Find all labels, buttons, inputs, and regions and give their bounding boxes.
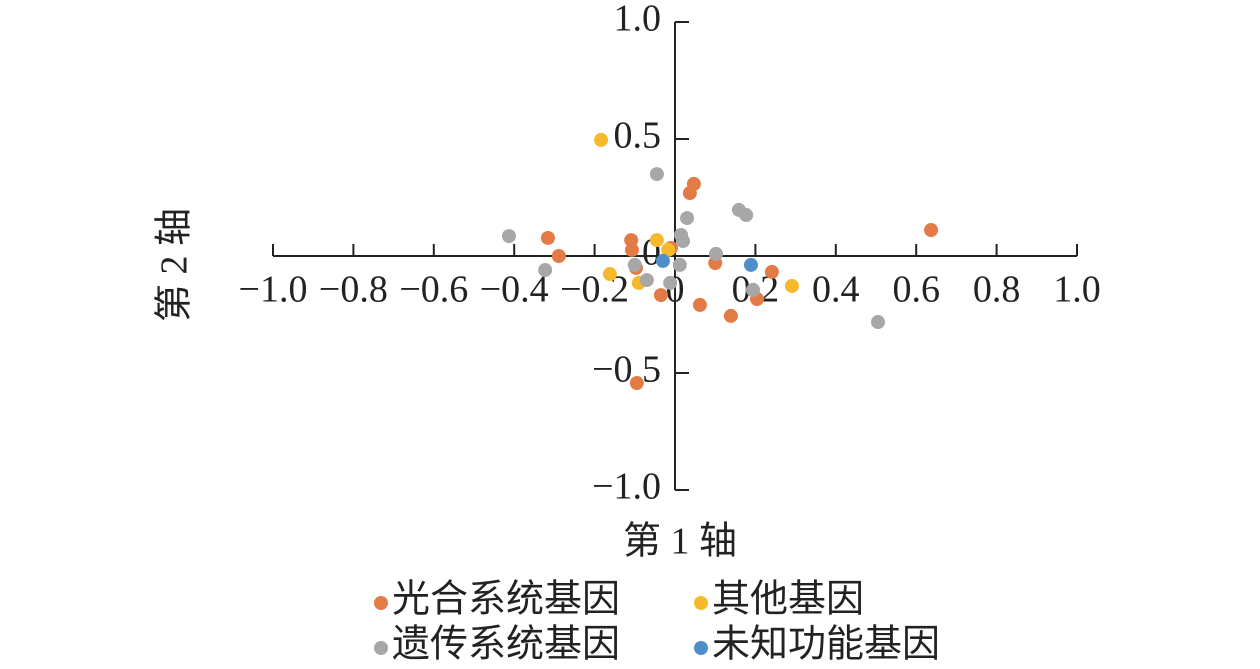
point [871,314,886,329]
point [686,176,701,191]
legend-label: 其他基因 [712,579,864,621]
point [743,257,758,272]
point [745,282,760,297]
x-tick-label: 0.4 [812,269,860,311]
legend-marker [694,641,708,655]
point [649,233,664,248]
legend-label: 光合系统基因 [392,579,620,621]
point [680,211,695,226]
x-tick-label: −0.8 [319,269,388,311]
x-tick-label: −0.6 [399,269,468,311]
point [538,263,553,278]
point [624,242,639,257]
point [924,223,939,238]
y-tick-label: −0.5 [592,349,661,391]
x-tick-label: −1.0 [239,269,308,311]
point [551,249,566,263]
point [676,234,691,249]
point [709,246,724,261]
point [501,229,516,244]
legend-marker [694,596,708,610]
point [655,253,670,268]
point [627,257,642,272]
x-tick-label: 0.6 [892,269,940,311]
point [649,167,664,182]
point [653,288,668,303]
y-tick-label: 1.0 [614,0,662,40]
y-tick-label: −1.0 [592,466,661,508]
legend-label: 遗传系统基因 [392,624,620,666]
x-tick-label: 0.8 [973,269,1021,311]
legend-marker [374,641,388,655]
point [739,208,754,223]
legend-label: 未知功能基因 [712,624,940,666]
point [602,267,617,282]
x-tick-label: −0.2 [560,269,629,311]
point [629,376,644,391]
point [692,297,707,312]
legend-marker [374,596,388,610]
point [661,242,676,257]
point [784,278,799,293]
y-axis-title: 第 2 轴 [154,208,196,322]
x-tick-label: 1.0 [1053,269,1101,311]
point [672,257,687,272]
x-axis-title: 第 1 轴 [623,521,737,563]
point [540,230,555,245]
point [764,264,779,279]
x-tick-label: −0.4 [480,269,549,311]
y-tick-label: 0.5 [614,115,662,157]
point [723,308,738,323]
point [639,273,654,288]
point [663,275,678,290]
x-tick-label: 0 [666,269,685,311]
point [594,132,609,147]
